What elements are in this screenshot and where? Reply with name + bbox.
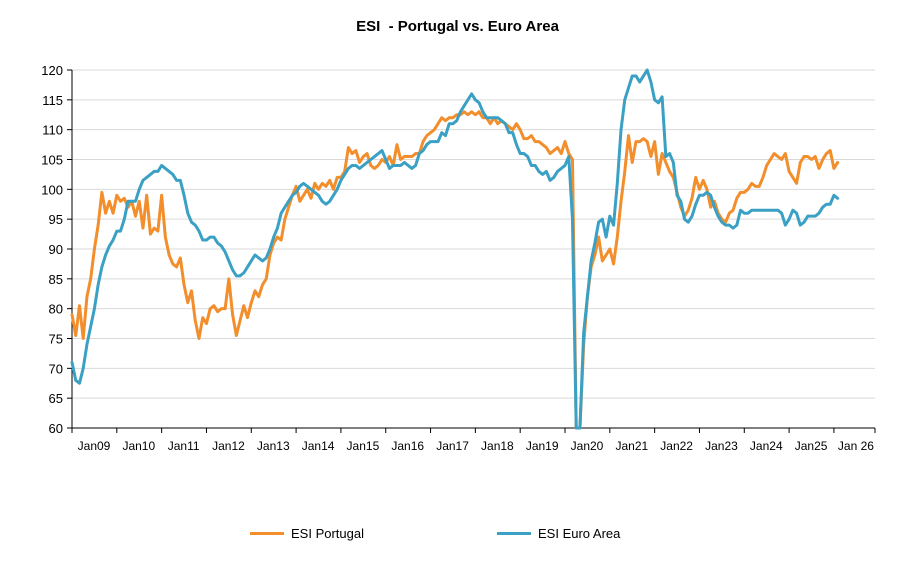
chart-title: ESI - Portugal vs. Euro Area bbox=[356, 18, 559, 35]
series-line-portugal bbox=[70, 110, 840, 430]
series-line-euro-area bbox=[70, 68, 840, 430]
y-tick-label-75: 75 bbox=[49, 332, 63, 347]
x-tick-label-2: Jan11 bbox=[168, 439, 200, 453]
x-tick-label-16: Jan25 bbox=[795, 439, 828, 453]
y-axis-ticks: 60 65 70 75 80 85 90 95 100 105 110 115 120 bbox=[41, 63, 72, 436]
y-tick-label-65: 65 bbox=[49, 391, 63, 406]
x-tick-label-3: Jan12 bbox=[212, 439, 245, 453]
x-tick-label-7: Jan16 bbox=[391, 439, 424, 453]
x-tick-label-13: Jan22 bbox=[660, 439, 693, 453]
y-tick-label-115: 115 bbox=[42, 93, 63, 108]
x-tick-label-14: Jan23 bbox=[705, 439, 738, 453]
y-tick-label-90: 90 bbox=[49, 242, 63, 257]
legend-swatch-euro-area bbox=[497, 532, 531, 535]
x-axis-ticks: Jan09 Jan10 Jan11 Jan12 Jan13 Jan14 Jan15 Jan16… bbox=[71, 428, 876, 453]
x-tick-label-4: Jan13 bbox=[257, 439, 290, 453]
y-tick-label-85: 85 bbox=[49, 272, 63, 287]
legend-label-euro-area: ESI Euro Area bbox=[538, 526, 621, 541]
x-tick-label-5: Jan14 bbox=[302, 439, 335, 453]
x-tick-label-10: Jan19 bbox=[526, 439, 559, 453]
gridlines bbox=[72, 69, 875, 399]
x-tick-label-8: Jan17 bbox=[436, 439, 469, 453]
legend-item-euro-area: ESI Euro Area bbox=[497, 526, 620, 541]
x-tick-label-11: Jan20 bbox=[571, 439, 604, 453]
legend-item-portugal: ESI Portugal bbox=[250, 526, 364, 541]
y-tick-label-105: 105 bbox=[41, 153, 63, 168]
x-tick-label-15: Jan24 bbox=[750, 439, 783, 453]
x-tick-label-9: Jan18 bbox=[481, 439, 514, 453]
x-tick-label-1: Jan10 bbox=[122, 439, 155, 453]
series-lines bbox=[70, 68, 840, 430]
y-tick-label-110: 110 bbox=[42, 123, 63, 138]
legend-label-portugal: ESI Portugal bbox=[291, 526, 364, 541]
y-tick-label-100: 100 bbox=[41, 182, 63, 197]
y-tick-label-95: 95 bbox=[49, 212, 63, 227]
y-tick-label-120: 120 bbox=[41, 63, 63, 78]
y-tick-label-60: 60 bbox=[49, 421, 63, 436]
y-tick-label-70: 70 bbox=[49, 361, 63, 376]
y-tick-label-80: 80 bbox=[49, 302, 63, 317]
legend: ESI Portugal ESI Euro Area bbox=[0, 526, 915, 546]
x-tick-label-17: Jan 26 bbox=[838, 439, 874, 453]
x-tick-label-6: Jan15 bbox=[347, 439, 380, 453]
x-tick-label-12: Jan21 bbox=[615, 439, 648, 453]
legend-swatch-portugal bbox=[250, 532, 284, 535]
x-tick-label-0: Jan09 bbox=[78, 439, 111, 453]
